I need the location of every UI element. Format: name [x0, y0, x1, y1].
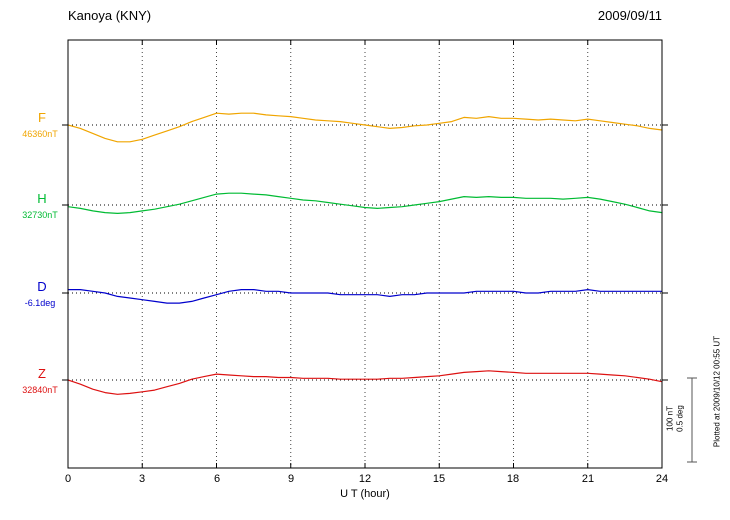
x-tick-18: 18	[506, 473, 520, 485]
x-tick-3: 3	[138, 473, 146, 485]
date-label: 2009/09/11	[597, 8, 662, 23]
x-tick-0: 0	[64, 473, 72, 485]
x-tick-9: 9	[287, 473, 295, 485]
x-tick-6: 6	[213, 473, 221, 485]
x-tick-12: 12	[358, 473, 372, 485]
x-axis-label: U T (hour)	[340, 488, 390, 500]
series-label-f: F	[38, 110, 46, 125]
scale-label-deg: 0.5 deg	[675, 405, 685, 432]
scale-label-nt: 100 nT	[665, 406, 675, 431]
x-tick-24: 24	[655, 473, 669, 485]
plotted-at-note: Plotted at 2009/10/12 00:55 UT	[712, 335, 722, 448]
series-label-d: D	[37, 279, 47, 294]
series-baseline-z: 32840nT	[22, 385, 58, 395]
x-tick-21: 21	[581, 473, 595, 485]
station-title: Kanoya (KNY)	[68, 8, 152, 23]
series-baseline-f: 46360nT	[22, 129, 58, 139]
series-baseline-h: 32730nT	[22, 210, 58, 220]
series-label-z: Z	[38, 366, 46, 381]
series-baseline-d: -6.1deg	[24, 298, 56, 308]
series-label-h: H	[37, 191, 47, 206]
x-tick-15: 15	[432, 473, 446, 485]
